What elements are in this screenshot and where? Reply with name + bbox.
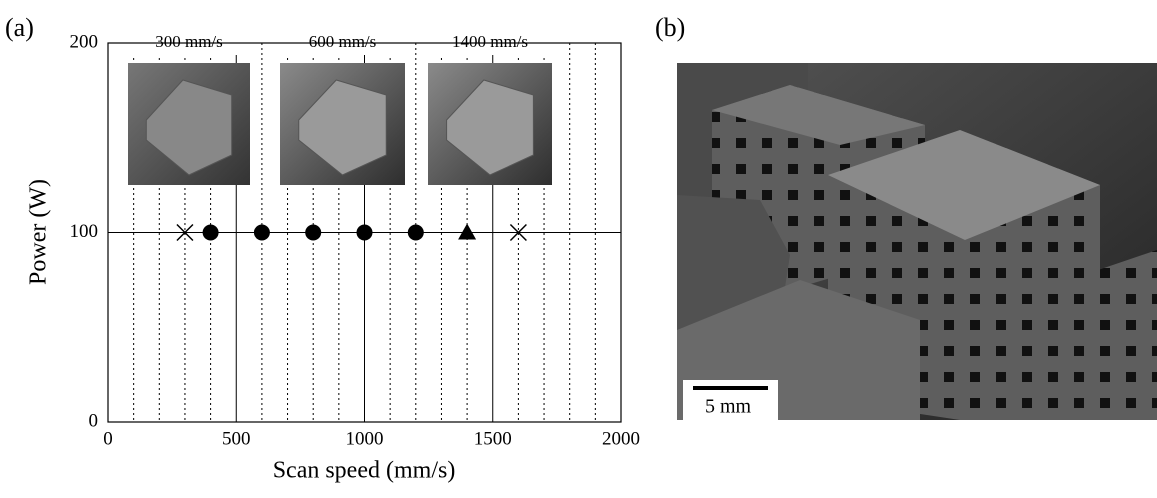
photo-panel: 5 mm (677, 63, 1157, 420)
y-axis-label: Power (W) (26, 179, 52, 285)
annotation: 1400 mm/s (452, 32, 528, 51)
marker (203, 225, 219, 241)
data-point (357, 225, 373, 241)
y-tick-label: 100 (70, 221, 99, 242)
y-tick-label: 0 (89, 410, 99, 431)
marker (357, 225, 373, 241)
x-tick-label: 0 (103, 428, 113, 449)
data-point (458, 224, 476, 240)
data-point (203, 225, 219, 241)
plot: 0 500 1000 1500 2000 0 100 200 300 mm/s 600 mm/s 1… (70, 31, 641, 449)
annotation: 300 mm/s (155, 32, 223, 51)
data-point (305, 225, 321, 241)
marker (254, 225, 270, 241)
marker (458, 224, 476, 240)
data-point (408, 225, 424, 241)
x-tick-label: 2000 (602, 428, 640, 449)
marker (408, 225, 424, 241)
x-axis-label: Scan speed (mm/s) (273, 458, 456, 484)
annotation: 600 mm/s (309, 32, 377, 51)
panel-label: (b) (655, 13, 685, 42)
marker (305, 225, 321, 241)
figure: (a) (b) Scan speed (mm/s) Power (W) 0 500… (0, 0, 1157, 493)
x-tick-label: 500 (222, 428, 251, 449)
x-tick-label: 1500 (474, 428, 512, 449)
scale-bar-label: 5 mm (705, 396, 752, 418)
data-point (254, 225, 270, 241)
x-tick-label: 1000 (346, 428, 384, 449)
panel-label: (a) (5, 13, 34, 42)
y-tick-label: 200 (70, 31, 99, 52)
